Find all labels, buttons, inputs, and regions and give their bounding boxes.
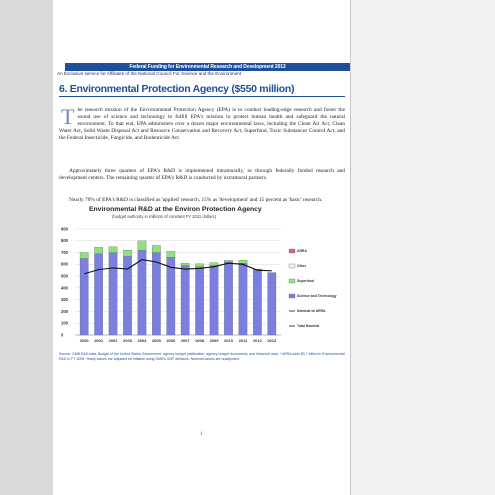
- legend-label: Superfund: [297, 279, 314, 283]
- x-tick-label: 2011: [239, 338, 248, 343]
- legend-swatch: [288, 278, 296, 284]
- bar-segment: [180, 263, 190, 266]
- bar-segment: [238, 260, 248, 264]
- bar-segment: [123, 250, 132, 257]
- paragraph-2: Approximately three quarters of EPA's R&…: [59, 168, 345, 181]
- report-header-bar: Federal Funding for Environmental Resear…: [65, 63, 350, 71]
- x-tick-label: 2013: [267, 338, 277, 343]
- y-tick-label: 400: [61, 285, 69, 290]
- x-tick-label: 2010: [224, 338, 234, 343]
- bar-segment: [79, 258, 89, 336]
- y-tick-label: 700: [61, 250, 69, 255]
- bar-segment: [79, 252, 89, 259]
- section-title: 6. Environmental Protection Agency ($550…: [59, 83, 295, 95]
- y-tick-label: 900: [61, 226, 69, 231]
- chart-subtitle: (budget authority in millions of constan…: [112, 214, 217, 219]
- chart-source-note: Source: OMB R&D data, Budget of the Unit…: [59, 352, 345, 361]
- bar-segment: [108, 252, 118, 336]
- y-tick-label: 500: [61, 274, 69, 279]
- chart-canvas: 0 100 200 300 400 500 600 700 800 900 2000 2001 2002…: [61, 226, 337, 343]
- paragraph-1-text: he research mission of the Environmental…: [59, 107, 345, 141]
- y-tick-label: 200: [61, 309, 69, 314]
- x-tick-label: 2000: [80, 338, 90, 343]
- legend-label: Science and Technology: [297, 294, 337, 298]
- bar-segment: [267, 272, 277, 336]
- title-rule: [59, 96, 345, 97]
- bar-segment: [253, 268, 262, 336]
- y-tick-label: 0: [61, 332, 64, 337]
- legend-label: Total Nominal: [297, 324, 319, 328]
- drop-cap: T: [61, 104, 75, 129]
- bar-segment: [224, 261, 233, 336]
- bar-segment: [224, 260, 233, 263]
- x-tick-label: 2008: [195, 338, 205, 343]
- legend-label: ARRA: [297, 249, 307, 253]
- comment-pane: [350, 0, 495, 495]
- x-tick-label: 2009: [210, 338, 220, 343]
- bar-segment: [166, 257, 176, 336]
- y-tick-label: 600: [61, 262, 69, 267]
- x-tick-label: 2001: [94, 338, 104, 343]
- y-tick-label: 100: [61, 321, 69, 326]
- bar-segment: [152, 252, 161, 336]
- legend-swatch: [288, 263, 296, 269]
- x-tick-label: 2002: [109, 338, 119, 343]
- y-tick-label: 300: [61, 297, 69, 302]
- document-page: Federal Funding for Environmental Resear…: [53, 0, 350, 495]
- report-header-text: Federal Funding for Environmental Resear…: [129, 64, 286, 70]
- paragraph-1: T he research mission of the Environment…: [59, 104, 345, 142]
- x-tick-label: 2005: [152, 338, 162, 343]
- x-tick-label: 2007: [181, 338, 191, 343]
- bar-segment: [108, 246, 118, 253]
- chart-title: Environmental R&D at the Environ Protect…: [89, 206, 262, 213]
- y-tick-label: 800: [61, 238, 69, 243]
- bar-segment: [137, 240, 147, 251]
- bar-segment: [152, 245, 161, 253]
- series-line-total-nominal: [84, 259, 272, 275]
- epa-rd-chart: 0 100 200 300 400 500 600 700 800 900 2000 2001 2002…: [53, 206, 350, 386]
- bar-segment: [195, 263, 204, 267]
- bar-segment: [94, 253, 103, 336]
- x-tick-label: 2003: [123, 338, 133, 343]
- legend-swatch: [288, 293, 296, 299]
- bar-segment: [180, 265, 190, 336]
- report-subheader: An Exclusive service for Affiliates of t…: [57, 71, 242, 76]
- paragraph-3: Nearly 70% of EPA's R&D is classified as…: [69, 197, 323, 203]
- bar-segment: [123, 255, 132, 336]
- bar-segment: [166, 251, 176, 258]
- legend-label: Nominal w/ ARRA: [297, 309, 326, 313]
- bar-segment: [209, 265, 219, 336]
- legend-swatch: [288, 248, 296, 254]
- bar-segment: [94, 247, 103, 254]
- page-number: 1: [200, 432, 203, 437]
- x-tick-label: 2004: [137, 338, 147, 343]
- bar-segment: [238, 263, 248, 336]
- x-tick-label: 2006: [166, 338, 176, 343]
- bar-segment: [209, 262, 219, 266]
- bar-segment: [195, 266, 204, 336]
- x-tick-label: 2012: [253, 338, 263, 343]
- legend-label: Other: [297, 264, 307, 268]
- bar-segment: [137, 250, 147, 336]
